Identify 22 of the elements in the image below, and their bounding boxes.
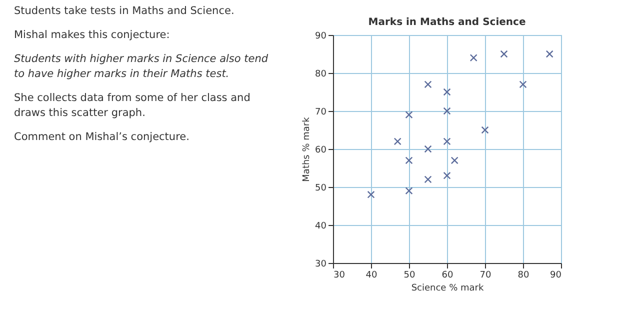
chart-title: Marks in Maths and Science — [368, 17, 526, 28]
text: Mishal makes this conjecture: — [14, 28, 171, 43]
y-tick-label: 60 — [315, 146, 327, 156]
y-tick-label: 90 — [315, 32, 327, 42]
text: Students with higher marks in Science also tend to have higher marks in their Maths test. — [14, 52, 270, 82]
x-tick-label: 80 — [518, 270, 530, 280]
y-axis-title: Maths % mark — [302, 116, 312, 182]
x-tick-label: 90 — [550, 270, 562, 280]
y-tick-label: 40 — [315, 222, 327, 232]
text: She collects data from some of her class and draws this scatter graph. — [14, 91, 252, 121]
y-tick-label: 80 — [315, 70, 327, 80]
x-tick-label: 40 — [366, 270, 378, 280]
y-tick-label: 30 — [315, 260, 327, 270]
x-tick-label: 50 — [404, 270, 416, 280]
y-tick-label: 50 — [315, 184, 327, 194]
x-tick-label: 70 — [480, 270, 492, 280]
x-axis-title: Science % mark — [411, 284, 484, 294]
x-tick-label: 30 — [334, 270, 346, 280]
text: Comment on Mishal’s conjecture. — [14, 130, 190, 145]
x-tick-label: 60 — [442, 270, 454, 280]
text: Students take tests in Maths and Science. — [14, 4, 236, 19]
y-tick-label: 70 — [315, 108, 327, 118]
